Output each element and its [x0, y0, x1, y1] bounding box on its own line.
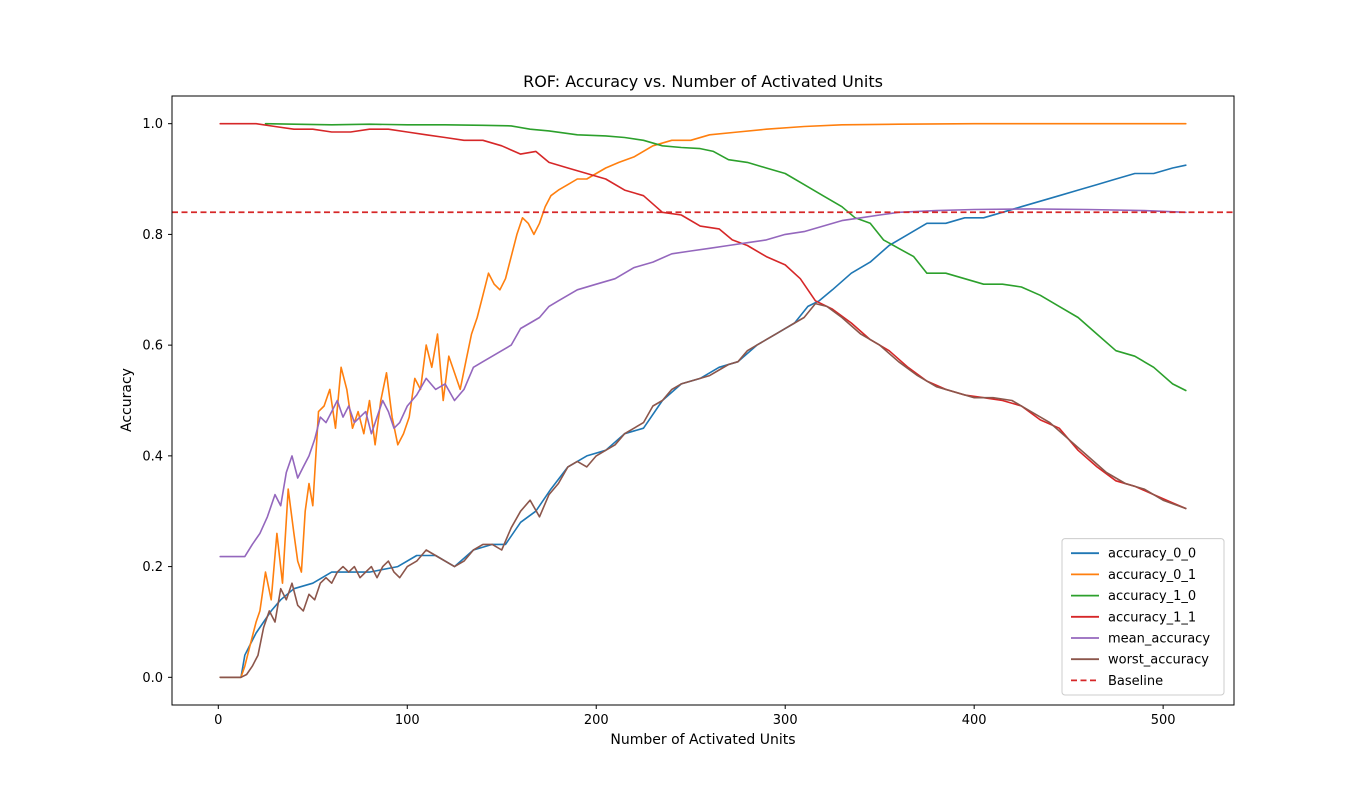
- y-axis-label: Accuracy: [119, 368, 135, 432]
- legend-label-accuracy-0-1: accuracy_0_1: [1108, 568, 1196, 583]
- x-axis: 0 100 200 300 400 500: [214, 705, 1176, 728]
- x-tick-label: 300: [773, 713, 798, 728]
- series-line-worst-accuracy: [219, 302, 1187, 679]
- series-line-mean-accuracy: [219, 208, 1187, 558]
- series-layer: [219, 122, 1187, 679]
- x-axis-label: Number of Activated Units: [610, 732, 795, 748]
- y-tick-label: 0.8: [142, 228, 163, 243]
- legend-label-worst-accuracy: worst_accuracy: [1108, 653, 1209, 668]
- y-axis: 0.0 0.2 0.4 0.6 0.8 1.0: [142, 117, 172, 686]
- series-line-accuracy-0-1: [219, 122, 1187, 679]
- legend-label-accuracy-0-0: accuracy_0_0: [1108, 547, 1196, 562]
- y-tick-label: 1.0: [142, 117, 163, 132]
- y-tick-label: 0.0: [142, 671, 163, 686]
- y-tick-label: 0.4: [142, 449, 163, 464]
- legend-frame: [1061, 538, 1225, 696]
- legend-label-mean-accuracy: mean_accuracy: [1108, 632, 1210, 647]
- legend-label-Baseline: Baseline: [1108, 674, 1163, 689]
- plot-area-frame: [171, 95, 1235, 706]
- chart-title: ROF: Accuracy vs. Number of Activated Un…: [523, 72, 883, 91]
- y-tick-label: 0.6: [142, 339, 163, 354]
- legend-label-accuracy-1-0: accuracy_1_0: [1108, 589, 1196, 604]
- x-tick-label: 200: [584, 713, 609, 728]
- series-line-accuracy-1-0: [264, 122, 1187, 392]
- legend-label-accuracy-1-1: accuracy_1_1: [1108, 610, 1196, 625]
- legend: accuracy_0_0 accuracy_0_1 accuracy_1_0accu…: [1061, 538, 1225, 696]
- x-tick-label: 0: [214, 713, 222, 728]
- x-tick-label: 100: [395, 713, 420, 728]
- x-tick-label: 500: [1151, 713, 1176, 728]
- y-tick-label: 0.2: [142, 560, 163, 575]
- x-tick-label: 400: [962, 713, 987, 728]
